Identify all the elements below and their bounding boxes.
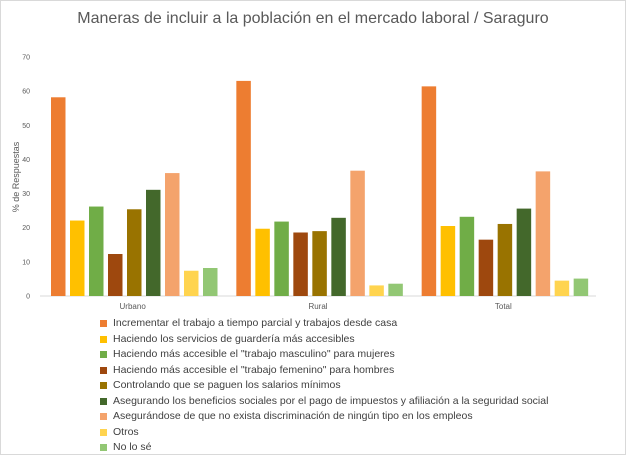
x-category-label: Rural: [308, 302, 327, 311]
legend-item: Haciendo más accesible el "trabajo femen…: [100, 363, 548, 379]
legend-swatch: [100, 444, 107, 452]
bar: [184, 270, 199, 296]
y-tick-label: 50: [22, 123, 30, 130]
x-category-label: Total: [495, 302, 512, 311]
bar: [236, 80, 251, 297]
legend-label: Asegurándose de que no exista discrimina…: [113, 410, 473, 422]
bar: [255, 228, 270, 296]
category-labels: Urbano Rural Total: [120, 302, 512, 311]
legend-label: Incrementar el trabajo a tiempo parcial …: [113, 317, 398, 329]
legend-label: Haciendo los servicios de guardería más …: [113, 332, 355, 345]
legend-item: Haciendo los servicios de guardería más …: [100, 332, 548, 348]
legend-item: Incrementar el trabajo a tiempo parcial …: [100, 316, 548, 332]
legend-item: Asegurando los beneficios sociales por e…: [100, 394, 548, 410]
legend-swatch: [100, 366, 107, 374]
y-tick-label: 40: [22, 157, 30, 164]
legend-swatch: [100, 335, 107, 343]
legend-label: Controlando que se paguen los salarios m…: [113, 379, 341, 391]
bar: [108, 254, 123, 296]
bar: [440, 226, 456, 296]
legend-item: Controlando que se paguen los salarios m…: [100, 378, 548, 394]
chart-title: Maneras de incluir a la población en el …: [77, 10, 549, 27]
bar: [388, 283, 403, 296]
legend-label: Asegurando los beneficios sociales por e…: [113, 394, 549, 407]
bar: [127, 209, 142, 296]
y-tick-label: 0: [26, 294, 30, 301]
bar: [554, 280, 570, 296]
bar: [369, 285, 384, 296]
legend-swatch: [100, 397, 107, 405]
legend-item: Asegurándose de que no exista discrimina…: [100, 409, 548, 425]
legend-swatch: [100, 351, 107, 359]
bar: [70, 220, 85, 296]
legend-swatch: [100, 413, 107, 421]
bar: [165, 173, 180, 296]
bar: [274, 221, 289, 296]
legend-item: Haciendo más accesible el "trabajo mascu…: [100, 347, 548, 363]
legend: Incrementar el trabajo a tiempo parcial …: [100, 316, 548, 456]
y-tick-label: 60: [22, 89, 30, 96]
legend-label: No lo sé: [113, 441, 152, 453]
y-axis-ticks: 0 10 20 30 40 50 60 70: [22, 55, 30, 301]
bars: [51, 80, 589, 297]
bar: [478, 239, 494, 296]
legend-item: No lo sé: [100, 440, 548, 456]
x-category-label: Urbano: [120, 302, 147, 311]
legend-swatch: [100, 428, 107, 436]
legend-label: Haciendo más accesible el "trabajo femen…: [113, 363, 395, 376]
bar: [535, 171, 551, 296]
bar: [331, 217, 346, 296]
y-tick-label: 20: [22, 225, 30, 232]
bar: [421, 86, 437, 296]
bar: [89, 206, 104, 296]
bar: [51, 97, 66, 296]
legend-swatch: [100, 382, 107, 390]
y-axis-label: % de Respuestas: [11, 141, 21, 212]
legend-label: Haciendo más accesible el "trabajo mascu…: [113, 348, 395, 360]
legend-item: Otros: [100, 425, 548, 441]
y-tick-label: 70: [22, 55, 30, 62]
bar: [516, 208, 532, 296]
legend-label: Otros: [113, 425, 139, 438]
bar: [146, 189, 161, 296]
y-tick-label: 30: [22, 191, 30, 198]
bar: [293, 232, 308, 296]
bar: [312, 231, 327, 296]
legend-swatch: [100, 320, 107, 328]
bar: [203, 268, 218, 296]
bar: [459, 216, 475, 296]
y-tick-label: 10: [22, 259, 30, 266]
bar: [497, 223, 513, 296]
bar: [573, 278, 589, 296]
bar: [350, 170, 365, 296]
